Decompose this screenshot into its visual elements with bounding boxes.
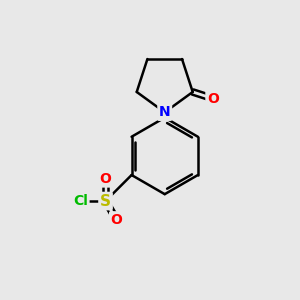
- Text: S: S: [100, 194, 111, 208]
- Text: O: O: [207, 92, 219, 106]
- Text: O: O: [100, 172, 112, 186]
- Text: Cl: Cl: [73, 194, 88, 208]
- Text: N: N: [159, 105, 170, 119]
- Text: O: O: [111, 213, 122, 227]
